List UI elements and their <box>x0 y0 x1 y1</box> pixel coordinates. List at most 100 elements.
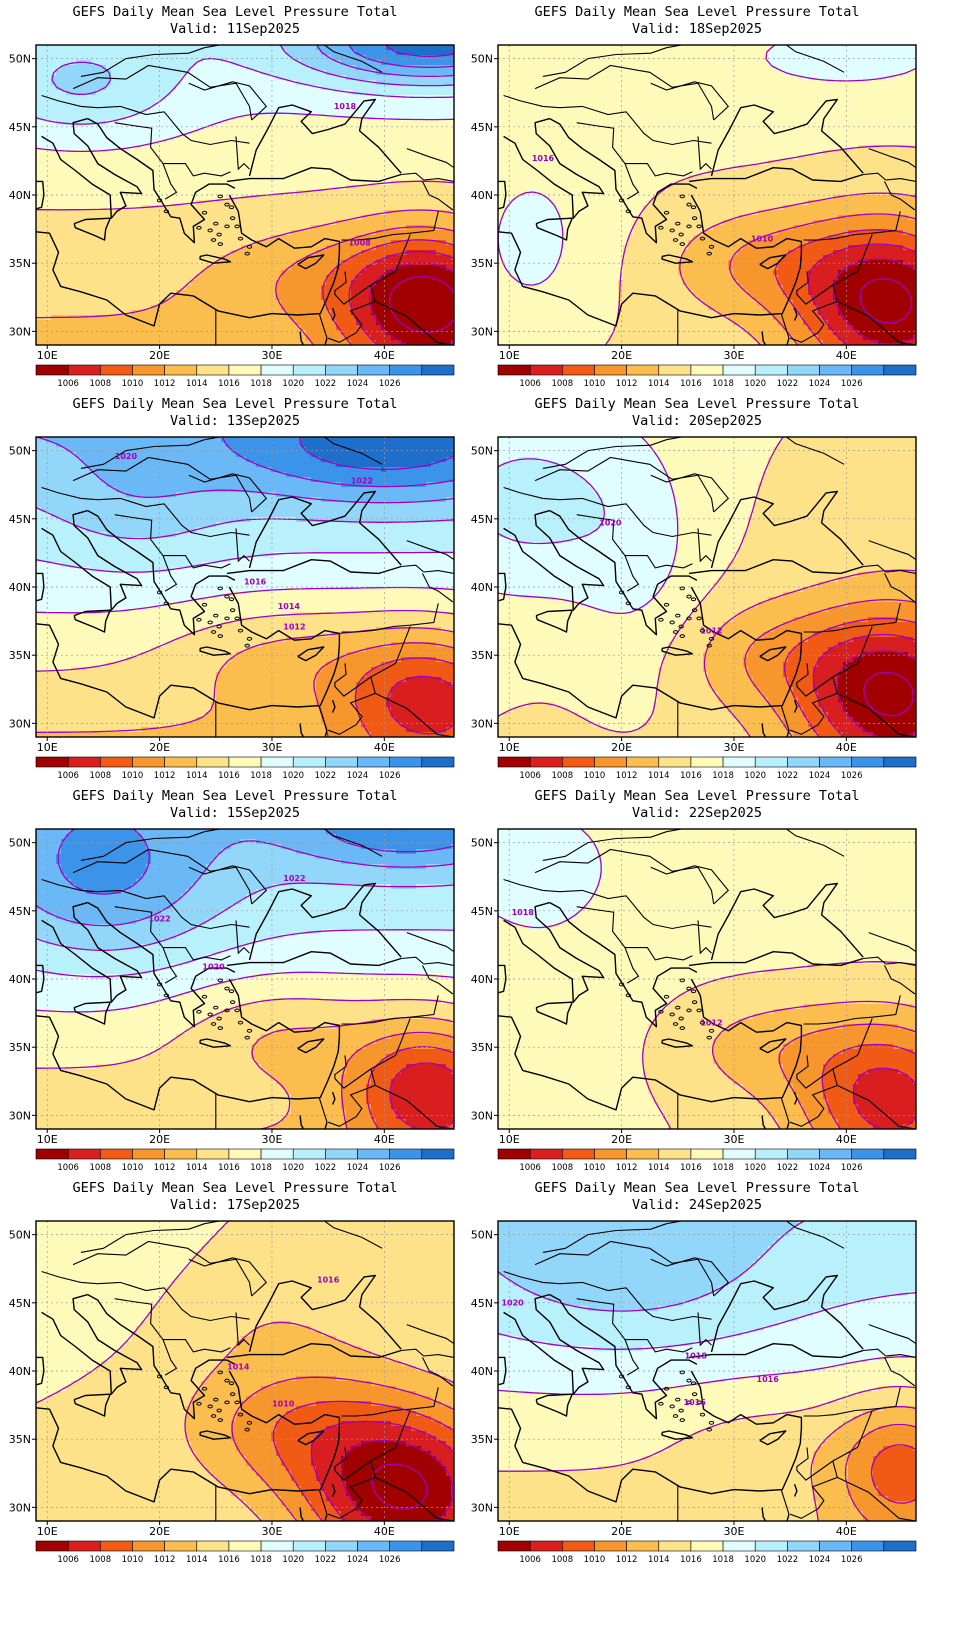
panel-title-line: GEFS Daily Mean Sea Level Pressure Total <box>0 4 470 21</box>
map-panel-p3: GEFS Daily Mean Sea Level Pressure Total… <box>0 392 470 797</box>
colorbar-label: 1026 <box>841 1555 863 1565</box>
pressure-shading <box>498 45 916 345</box>
colorbar-label: 1022 <box>315 379 337 389</box>
isobar-lines <box>498 437 916 737</box>
colorbar-label: 1020 <box>282 771 304 781</box>
lat-tick-label: 35N <box>9 1041 31 1054</box>
lon-tick-label: 10E <box>499 1133 520 1146</box>
lat-tick-label: 45N <box>9 1297 31 1310</box>
coastlines <box>36 490 454 737</box>
colorbar-label: 1012 <box>616 379 638 389</box>
colorbar-label: 1024 <box>809 771 831 781</box>
lat-tick-label: 50N <box>9 837 31 850</box>
lon-tick-label: 20E <box>611 1133 632 1146</box>
panel-title-line: GEFS Daily Mean Sea Level Pressure Total <box>462 396 932 413</box>
colorbar: 1006 1008 1010 1012 1014 1016 1018 1020 1022 1024… <box>35 756 455 781</box>
colorbar-swatch <box>132 1148 165 1160</box>
isobar-label: 1022 <box>283 874 305 883</box>
colorbar-swatch <box>35 1148 69 1160</box>
isobar-label: 1016 <box>757 1375 780 1384</box>
lat-tick-label: 50N <box>9 1229 31 1242</box>
panel-valid-date: Valid: 15Sep2025 <box>0 805 470 822</box>
pressure-map: 1020 1022 1016 1014 1012 10E 20E 30E 40E 50N 45N 40… <box>9 436 455 781</box>
lon-tick-label: 20E <box>611 741 632 754</box>
colorbar-label: 1022 <box>315 1163 337 1173</box>
pressure-shading <box>498 1221 916 1521</box>
colorbar-swatch <box>67 1540 101 1552</box>
lon-tick-label: 40E <box>374 741 395 754</box>
colorbar-swatch <box>389 1540 423 1552</box>
colorbar-swatch <box>260 1148 294 1160</box>
colorbar-label: 1020 <box>744 379 766 389</box>
isobar-label: 1010 <box>751 234 774 243</box>
colorbar-label: 1008 <box>89 379 111 389</box>
colorbar-swatch <box>196 364 230 376</box>
colorbar-swatch <box>529 1148 563 1160</box>
colorbar-swatch <box>658 364 692 376</box>
colorbar-label: 1016 <box>680 771 702 781</box>
colorbar-swatch <box>658 1540 692 1552</box>
pressure-shading <box>498 437 916 737</box>
colorbar-label: 1018 <box>712 771 734 781</box>
colorbar-swatch <box>754 364 788 376</box>
lat-tick-label: 30N <box>471 1109 493 1122</box>
colorbar-swatch <box>260 756 294 768</box>
colorbar-label: 1022 <box>777 1163 799 1173</box>
lat-tick-label: 50N <box>9 53 31 66</box>
isobar-label: 1020 <box>501 1299 524 1308</box>
lon-tick-label: 10E <box>37 1525 58 1538</box>
panel-title-line: GEFS Daily Mean Sea Level Pressure Total <box>0 1180 470 1197</box>
colorbar-label: 1014 <box>186 1163 208 1173</box>
colorbar-swatch <box>421 756 455 768</box>
coastlines <box>36 98 454 345</box>
panel-valid-date: Valid: 20Sep2025 <box>462 413 932 430</box>
colorbar-label: 1026 <box>841 771 863 781</box>
lat-tick-label: 50N <box>471 1229 493 1242</box>
colorbar-swatch <box>626 1540 660 1552</box>
colorbar-swatch <box>100 1540 133 1552</box>
colorbar-swatch <box>325 364 358 376</box>
panel-title-line: GEFS Daily Mean Sea Level Pressure Total <box>0 396 470 413</box>
lon-tick-label: 40E <box>374 349 395 362</box>
lat-tick-label: 40N <box>471 189 493 202</box>
colorbar-label: 1024 <box>809 1555 831 1565</box>
colorbar-swatch <box>819 1148 852 1160</box>
colorbar-swatch <box>132 1540 165 1552</box>
isobar-label: 1008 <box>348 238 371 247</box>
panel-valid-date: Valid: 18Sep2025 <box>462 21 932 38</box>
lon-tick-label: 40E <box>836 349 857 362</box>
panel-title: GEFS Daily Mean Sea Level Pressure Total… <box>0 788 470 822</box>
panel-title-line: GEFS Daily Mean Sea Level Pressure Total <box>462 788 932 805</box>
colorbar-label: 1014 <box>186 379 208 389</box>
colorbar-swatch <box>67 364 101 376</box>
colorbar-swatch <box>497 364 531 376</box>
colorbar-label: 1024 <box>347 1163 369 1173</box>
isobar-label: 1022 <box>148 915 170 924</box>
colorbar-label: 1024 <box>809 1163 831 1173</box>
colorbar-swatch <box>357 1148 390 1160</box>
lat-tick-label: 35N <box>9 257 31 270</box>
lat-tick-label: 30N <box>9 1501 31 1514</box>
lat-tick-label: 45N <box>471 1297 493 1310</box>
lat-tick-label: 50N <box>471 837 493 850</box>
colorbar-label: 1008 <box>551 379 573 389</box>
colorbar-swatch <box>851 1148 885 1160</box>
lat-tick-label: 35N <box>9 649 31 662</box>
map-panel-p4: GEFS Daily Mean Sea Level Pressure Total… <box>462 392 932 797</box>
lon-tick-label: 30E <box>261 1525 282 1538</box>
panel-title: GEFS Daily Mean Sea Level Pressure Total… <box>462 1180 932 1214</box>
colorbar-swatch <box>35 364 69 376</box>
lat-tick-label: 40N <box>9 581 31 594</box>
colorbar-swatch <box>497 1540 531 1552</box>
panel-valid-date: Valid: 11Sep2025 <box>0 21 470 38</box>
country-borders <box>503 1221 916 1521</box>
isobar-label: 1018 <box>334 102 357 111</box>
lon-tick-label: 30E <box>723 349 744 362</box>
lon-tick-label: 40E <box>836 741 857 754</box>
isobar-label: 1020 <box>202 962 225 971</box>
colorbar-label: 1024 <box>347 379 369 389</box>
coastlines <box>36 1274 454 1521</box>
lat-lon-grid <box>36 1221 454 1521</box>
colorbar-swatch <box>421 1540 455 1552</box>
